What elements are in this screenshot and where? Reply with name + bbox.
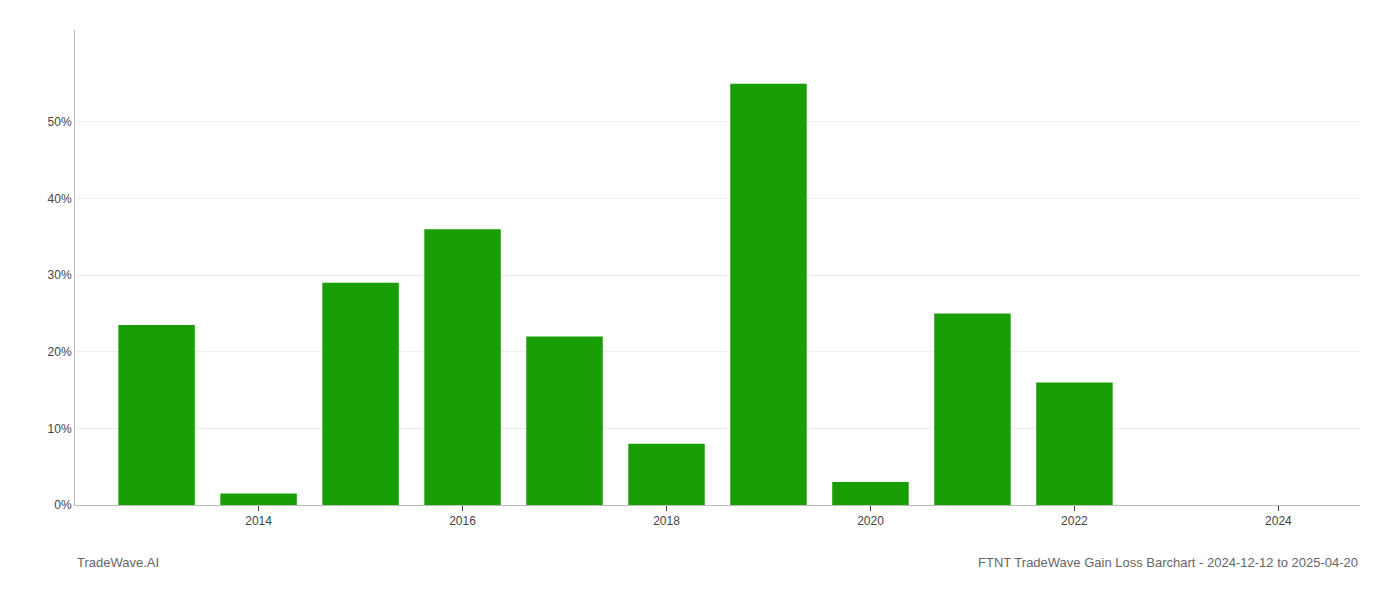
svg-text:2018: 2018 [653, 514, 680, 528]
svg-text:2022: 2022 [1061, 514, 1088, 528]
svg-text:30%: 30% [48, 268, 72, 282]
svg-text:2016: 2016 [449, 514, 476, 528]
svg-text:0%: 0% [54, 498, 72, 512]
svg-text:FTNT TradeWave Gain Loss Barch: FTNT TradeWave Gain Loss Barchart - 2024… [978, 555, 1358, 570]
svg-text:TradeWave.AI: TradeWave.AI [77, 555, 159, 570]
svg-text:2020: 2020 [857, 514, 884, 528]
svg-text:2014: 2014 [245, 514, 272, 528]
svg-text:2024: 2024 [1265, 514, 1292, 528]
svg-text:50%: 50% [48, 115, 72, 129]
svg-text:20%: 20% [48, 345, 72, 359]
svg-text:40%: 40% [48, 192, 72, 206]
svg-text:10%: 10% [48, 422, 72, 436]
